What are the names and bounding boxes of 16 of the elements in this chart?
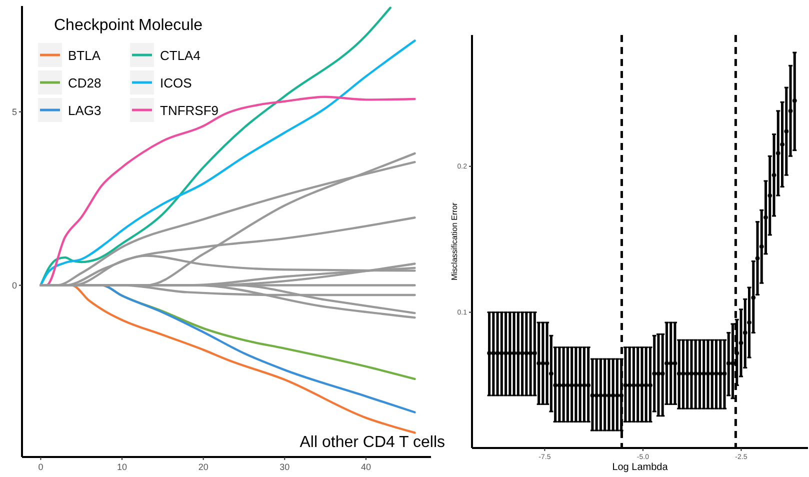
x-tick-label: 0	[38, 462, 44, 472]
annotation: All other CD4 T cells	[300, 434, 445, 451]
x-axis-title: Log Lambda	[612, 462, 668, 473]
x-tick-label: 20	[198, 462, 208, 472]
legend-label: TNFRSF9	[160, 103, 218, 118]
x-tick-label: 40	[360, 462, 371, 472]
y-tick-label: 5	[12, 106, 17, 117]
y-axis-title: Misclassification Error	[450, 202, 459, 280]
x-tick-label: 30	[280, 462, 290, 472]
x-tick-label: 10	[117, 462, 128, 472]
legend-label: CD28	[68, 76, 102, 90]
legend-title: Checkpoint Molecule	[54, 17, 203, 34]
legend-label: BTLA	[68, 48, 101, 63]
legend-label: LAG3	[68, 103, 102, 118]
legend-label: ICOS	[160, 76, 192, 90]
legend-label: CTLA4	[160, 48, 200, 63]
